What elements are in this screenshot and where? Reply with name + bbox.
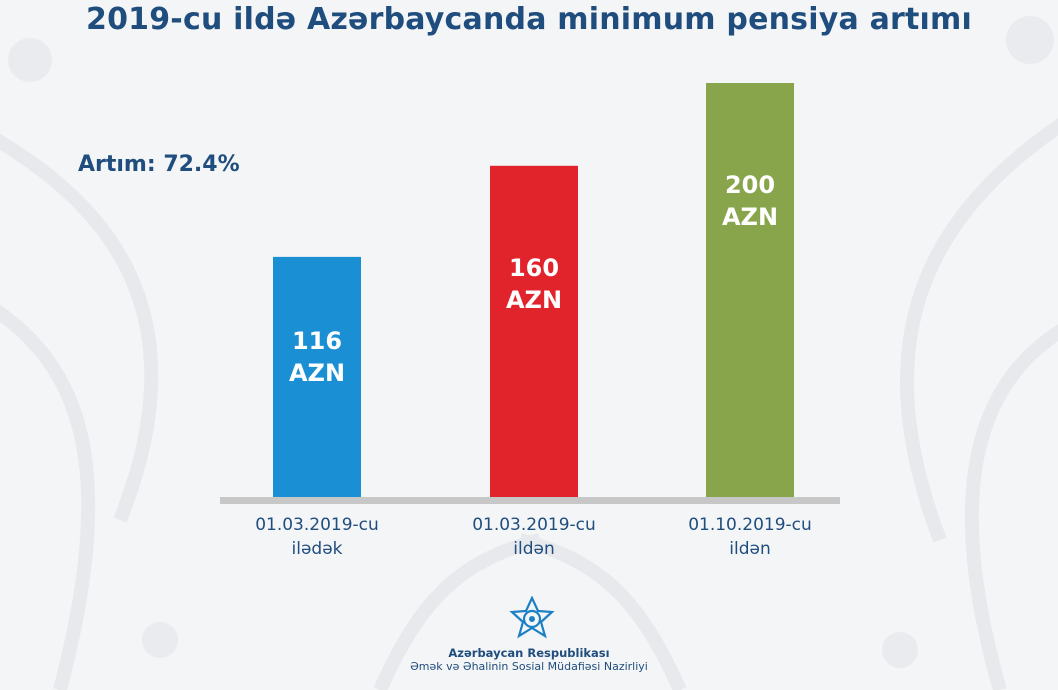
ministry-emblem-icon bbox=[509, 596, 555, 639]
bar-3-value-label-line-1: 200 bbox=[725, 171, 775, 199]
bar-1-value-label-line-2: AZN bbox=[289, 359, 345, 387]
bar-3-value-label-line-2: AZN bbox=[722, 203, 778, 231]
category-2-label-line-1: 01.03.2019-cu bbox=[472, 515, 596, 535]
bar-2 bbox=[490, 165, 578, 498]
bar-1-value-label-line-1: 116 bbox=[292, 327, 342, 355]
category-1-label-line-2: ilədək bbox=[292, 539, 343, 559]
category-1-label-line-1: 01.03.2019-cu bbox=[255, 515, 379, 535]
x-axis-baseline bbox=[220, 497, 840, 504]
bar-2-value-label-line-2: AZN bbox=[506, 286, 562, 314]
category-2-label-line-2: ildən bbox=[513, 539, 554, 559]
bar-2-value-label-line-1: 160 bbox=[509, 254, 559, 282]
footer-republic: Azərbaycan Respublikası bbox=[448, 646, 610, 660]
category-3-label-line-2: ildən bbox=[729, 539, 770, 559]
bar-3 bbox=[706, 83, 794, 497]
page-title: 2019-cu ildə Azərbaycanda minimum pensiy… bbox=[86, 2, 972, 37]
category-3-label-line-1: 01.10.2019-cu bbox=[688, 515, 812, 535]
footer-ministry: Əmək və Əhalinin Sosial Müdafiəsi Nazirl… bbox=[410, 660, 648, 673]
growth-label: Artım: 72.4% bbox=[78, 152, 240, 177]
bar-1 bbox=[273, 256, 361, 497]
